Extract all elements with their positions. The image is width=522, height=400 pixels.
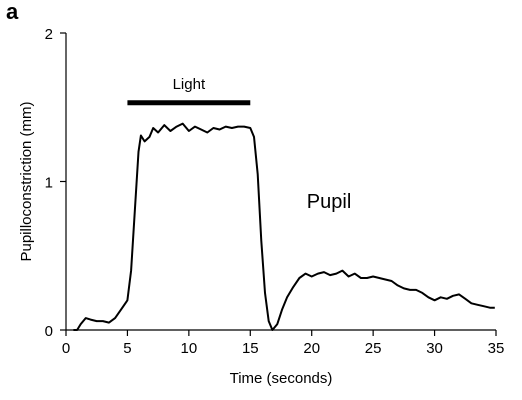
y-tick-label: 1 <box>45 175 53 192</box>
x-axis-ticks: 0 5 10 15 20 25 30 35 <box>62 330 505 357</box>
pupil-annotation: Pupil <box>307 191 351 213</box>
y-tick-label: 2 <box>45 26 53 43</box>
x-tick-label: 10 <box>181 340 198 357</box>
x-tick-label: 5 <box>123 340 131 357</box>
x-axis-label: Time (seconds) <box>230 370 333 387</box>
x-tick-label: 15 <box>242 340 259 357</box>
y-axis-label: Pupilloconstriction (mm) <box>18 101 35 261</box>
panel-label: a <box>6 0 19 24</box>
y-axis-ticks: 0 1 2 <box>45 26 66 340</box>
light-label: Light <box>173 76 206 93</box>
x-tick-label: 25 <box>365 340 382 357</box>
x-tick-label: 30 <box>426 340 443 357</box>
pupil-response-line <box>73 122 495 331</box>
axes <box>65 33 496 331</box>
x-tick-label: 0 <box>62 340 70 357</box>
y-tick-label: 0 <box>45 323 53 340</box>
x-tick-label: 35 <box>488 340 505 357</box>
stimulus-marker: Light <box>127 76 251 106</box>
x-tick-label: 20 <box>303 340 320 357</box>
